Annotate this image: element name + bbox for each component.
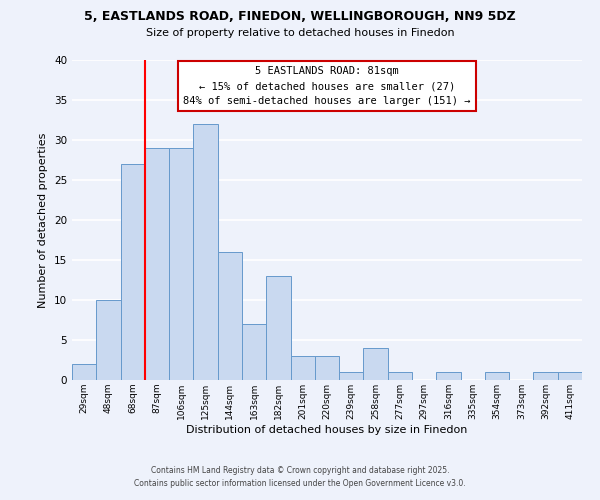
Bar: [364, 348, 388, 380]
Text: Contains HM Land Registry data © Crown copyright and database right 2025.
Contai: Contains HM Land Registry data © Crown c…: [134, 466, 466, 487]
Text: 5, EASTLANDS ROAD, FINEDON, WELLINGBOROUGH, NN9 5DZ: 5, EASTLANDS ROAD, FINEDON, WELLINGBOROU…: [84, 10, 516, 23]
X-axis label: Distribution of detached houses by size in Finedon: Distribution of detached houses by size …: [187, 424, 467, 434]
Bar: [145, 148, 169, 380]
Text: Size of property relative to detached houses in Finedon: Size of property relative to detached ho…: [146, 28, 454, 38]
Bar: [96, 300, 121, 380]
Bar: [436, 372, 461, 380]
Bar: [218, 252, 242, 380]
Text: 5 EASTLANDS ROAD: 81sqm
← 15% of detached houses are smaller (27)
84% of semi-de: 5 EASTLANDS ROAD: 81sqm ← 15% of detache…: [183, 66, 471, 106]
Bar: [485, 372, 509, 380]
Bar: [339, 372, 364, 380]
Bar: [242, 324, 266, 380]
Y-axis label: Number of detached properties: Number of detached properties: [38, 132, 49, 308]
Bar: [290, 356, 315, 380]
Bar: [72, 364, 96, 380]
Bar: [121, 164, 145, 380]
Bar: [533, 372, 558, 380]
Bar: [193, 124, 218, 380]
Bar: [388, 372, 412, 380]
Bar: [315, 356, 339, 380]
Bar: [169, 148, 193, 380]
Bar: [558, 372, 582, 380]
Bar: [266, 276, 290, 380]
